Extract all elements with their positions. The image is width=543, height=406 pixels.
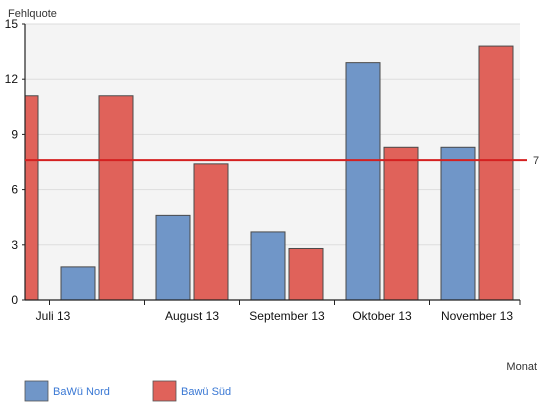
legend-label-nord: BaWü Nord xyxy=(53,386,110,398)
legend-label-sued: Bawü Süd xyxy=(181,386,231,398)
x-tick-label: September 13 xyxy=(249,309,325,323)
bar-nord xyxy=(155,214,191,301)
y-tick-label: 6 xyxy=(11,183,18,197)
legend-item-sued[interactable]: Bawü Süd xyxy=(152,380,231,402)
legend-swatch-sued xyxy=(152,380,177,402)
bar-sued xyxy=(478,45,514,301)
bars-group xyxy=(24,45,514,301)
reference-line-group: 7 xyxy=(25,155,539,167)
y-tick-label: 3 xyxy=(11,238,18,252)
bar-nord xyxy=(440,146,476,301)
x-ticks-group: Juli 13 August 13 September 13 Oktober 13 No… xyxy=(36,300,521,323)
legend-swatch-nord xyxy=(24,380,49,402)
y-axis-title: Fehlquote xyxy=(8,8,57,20)
y-tick-label: 9 xyxy=(11,127,18,141)
bar-sued xyxy=(193,163,229,301)
bar-nord xyxy=(345,62,381,301)
x-axis-title: Monat xyxy=(506,361,537,373)
legend-item-nord[interactable]: BaWü Nord xyxy=(24,380,110,402)
bar-sued xyxy=(383,146,419,301)
y-tick-label: 15 xyxy=(5,17,19,31)
bar-sued xyxy=(98,95,134,301)
bar-nord xyxy=(250,231,286,301)
bar-sued xyxy=(288,247,324,301)
x-tick-label: Juli 13 xyxy=(36,309,71,323)
y-tick-label: 12 xyxy=(5,72,19,86)
x-tick-label: August 13 xyxy=(165,309,219,323)
x-tick-label: November 13 xyxy=(441,309,513,323)
bar-nord xyxy=(60,266,96,301)
y-tick-label: 0 xyxy=(11,293,18,307)
x-tick-label: Oktober 13 xyxy=(352,309,412,323)
reference-line-label: 7 xyxy=(533,155,539,167)
legend: BaWü Nord Bawü Süd xyxy=(24,380,231,402)
y-ticks-group: 0 3 6 9 12 15 xyxy=(5,17,25,307)
bar-sued-partial xyxy=(24,95,39,301)
axes-group xyxy=(24,24,520,301)
